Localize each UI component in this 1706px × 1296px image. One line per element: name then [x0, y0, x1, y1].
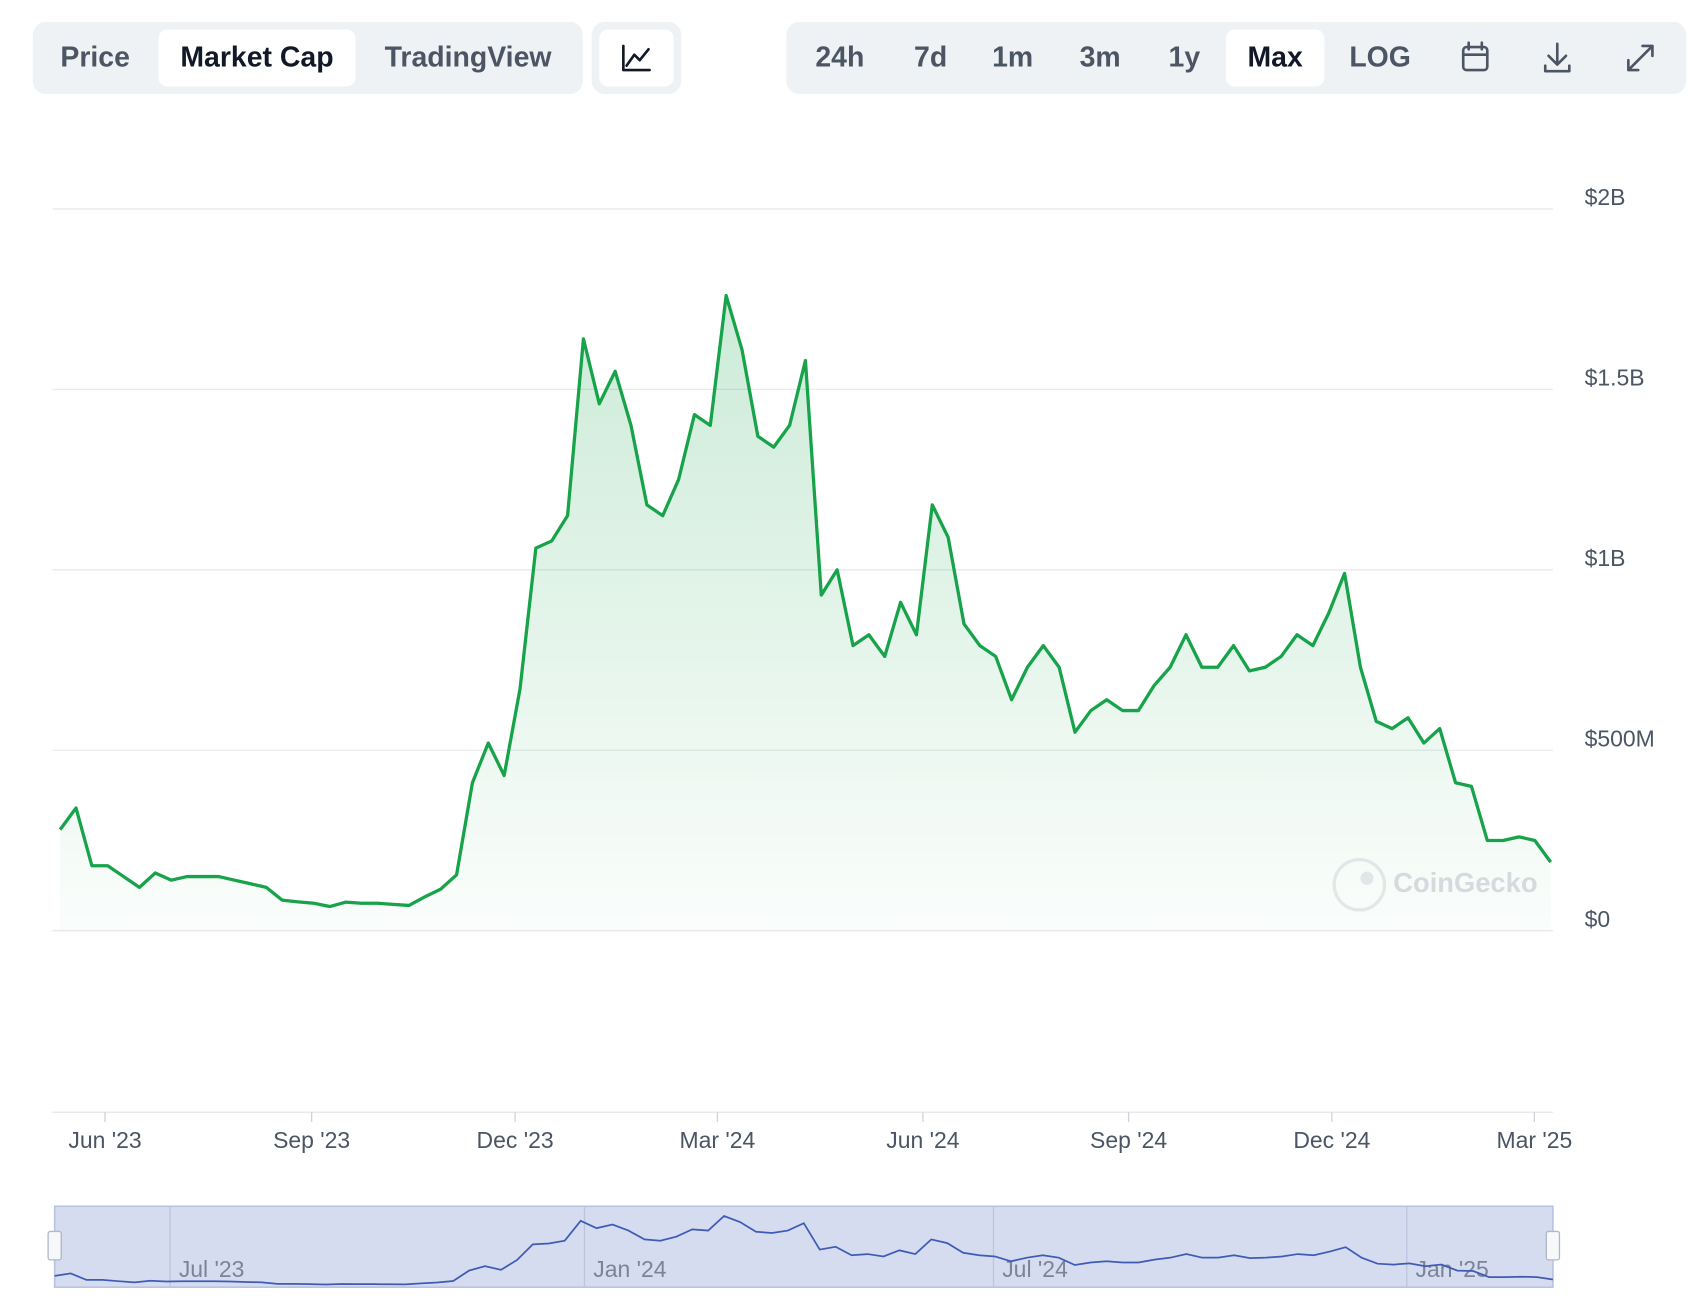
navigator-tick-label: Jan '24	[593, 1256, 667, 1282]
range-button[interactable]: 7d	[914, 42, 947, 74]
x-tick-label: Mar '24	[680, 1127, 756, 1153]
market-cap-line	[58, 293, 1553, 909]
tabs: Price Market Cap TradingView 24h 7d 1m 3m 1y Max…	[60, 29, 1411, 87]
y-tick-label: $500M	[1585, 725, 1655, 751]
x-tick-label: Jun '24	[886, 1127, 960, 1153]
range-button[interactable]: 3m	[1080, 42, 1121, 74]
calendar-button[interactable]	[1461, 41, 1489, 72]
tab-button[interactable]: Price	[60, 42, 130, 74]
fullscreen-button[interactable]	[1627, 44, 1654, 72]
navigator-handle[interactable]	[47, 1230, 62, 1261]
navigator-line	[54, 1215, 1554, 1286]
tab-button[interactable]: Market Cap	[180, 42, 333, 74]
tab-button[interactable]: TradingView	[385, 42, 553, 74]
line-chart-icon	[622, 44, 651, 72]
x-tick-label: Dec '23	[477, 1127, 554, 1153]
x-tick-label: Mar '25	[1496, 1127, 1572, 1153]
y-tick-label: $0	[1585, 906, 1611, 932]
navigator: Jul '23 Jan '24 Jul '24 Jan '25	[47, 1205, 1561, 1289]
range-button[interactable]: 1m	[992, 42, 1033, 74]
y-tick-label: $1B	[1585, 545, 1626, 571]
range-button[interactable]: 1y	[1169, 42, 1201, 74]
navigator-tick-label: Jul '23	[179, 1256, 245, 1282]
watermark-text: CoinGecko	[1393, 867, 1537, 898]
area-fill	[60, 295, 1551, 931]
watermark	[1332, 857, 1387, 912]
x-tick-label: Sep '24	[1090, 1127, 1167, 1153]
y-tick-label: $2B	[1585, 184, 1626, 210]
range-highlight	[1225, 29, 1325, 87]
tab-highlight	[158, 29, 356, 87]
navigator-window[interactable]	[53, 1205, 1554, 1289]
navigator-handle[interactable]	[1545, 1230, 1561, 1261]
x-tick-label: Dec '24	[1293, 1127, 1370, 1153]
range-button[interactable]: LOG	[1349, 42, 1411, 74]
x-tick-label: Sep '23	[273, 1127, 350, 1153]
y-tick-label: $1.5B	[1585, 365, 1645, 391]
x-tick-label: Jun '23	[68, 1127, 141, 1153]
navigator-tick-label: Jul '24	[1002, 1256, 1068, 1282]
plot-area: $0 $500M $1B $1.5B $2B Jun '23 Sep '23 Dec '23 M…	[52, 184, 1655, 1153]
range-button[interactable]: Max	[1247, 42, 1302, 74]
range-button[interactable]: 24h	[815, 42, 864, 74]
download-button[interactable]	[1543, 42, 1571, 73]
